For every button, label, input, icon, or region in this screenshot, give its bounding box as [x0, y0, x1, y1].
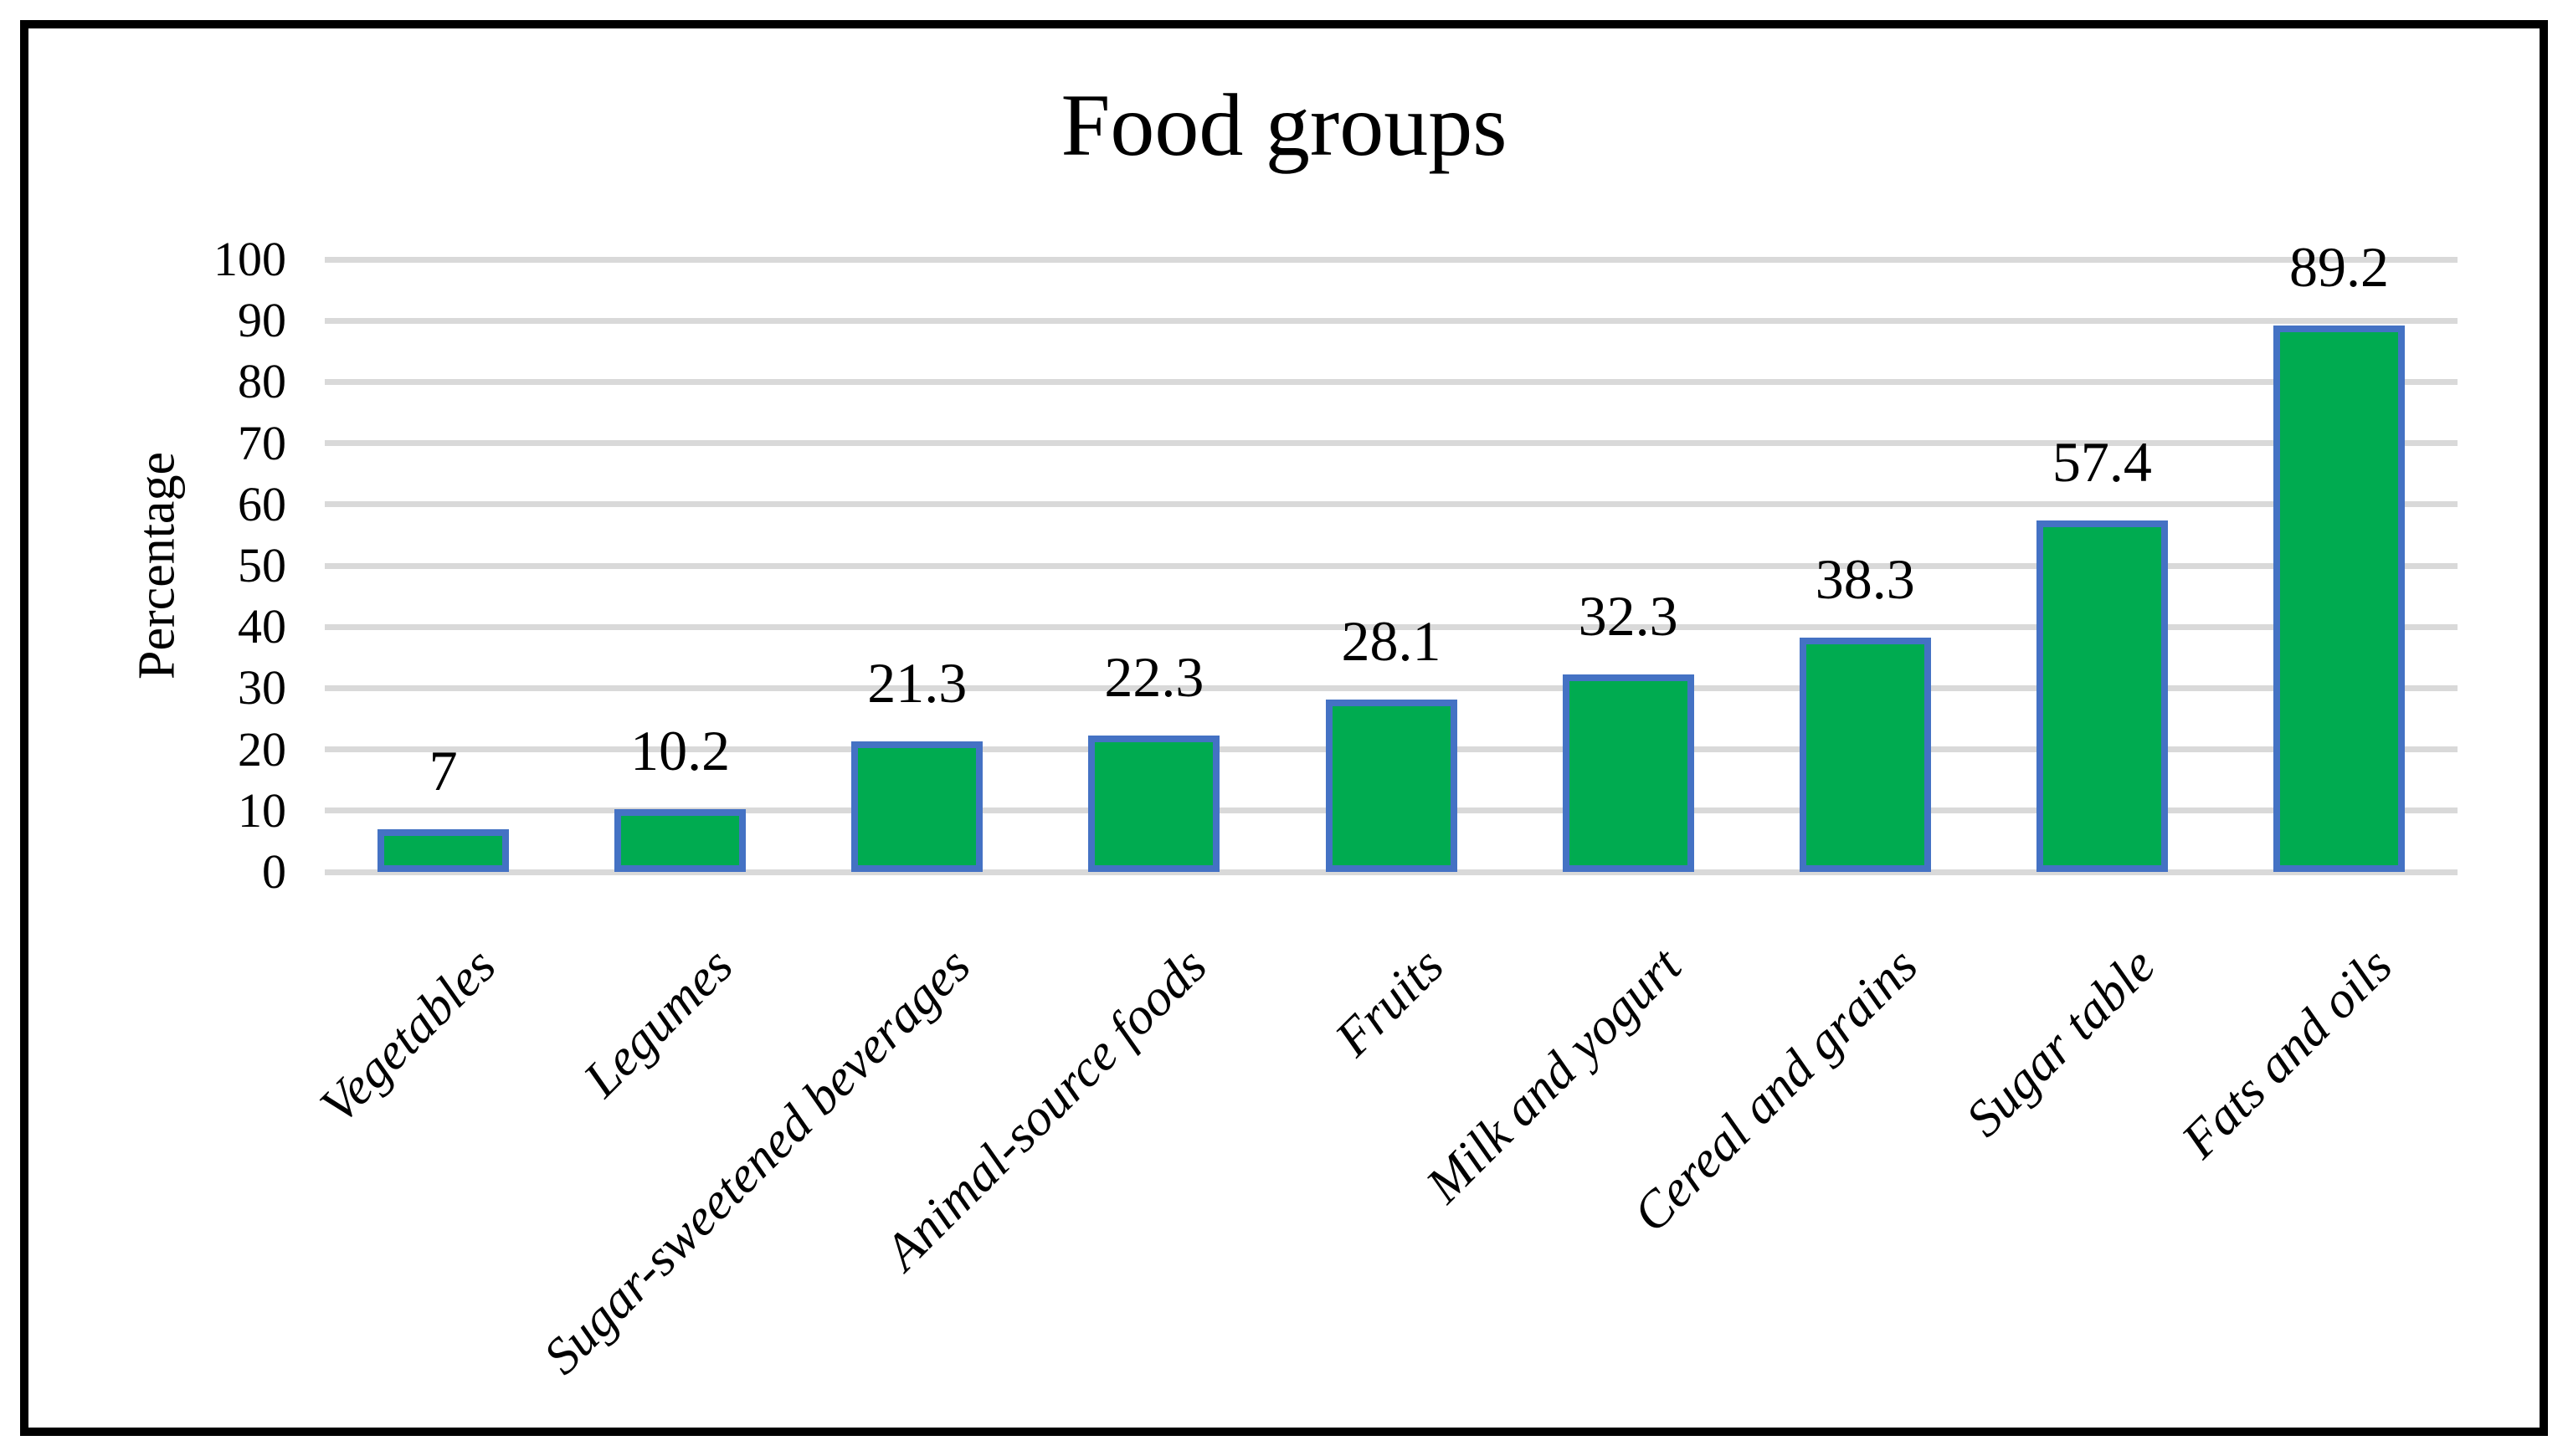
bar-value-label: 7: [429, 738, 458, 802]
gridline-50: [325, 562, 2458, 569]
bar-cereal-and-grains: [1799, 637, 1931, 872]
bar-value-label: 28.1: [1341, 609, 1441, 674]
gridline-100: [325, 256, 2458, 263]
chart-frame-border: [20, 20, 2548, 1436]
gridline-70: [325, 440, 2458, 447]
bar-sugar-table: [2036, 520, 2168, 872]
bar-value-label: 22.3: [1104, 644, 1204, 709]
y-tick-label-50: 50: [238, 538, 286, 592]
bar-animal-source-foods: [1088, 735, 1220, 872]
y-tick-label-20: 20: [238, 721, 286, 777]
bar-value-label: 57.4: [2052, 429, 2152, 494]
y-tick-label-90: 90: [238, 293, 286, 348]
y-tick-label-10: 10: [238, 782, 286, 838]
bar-value-label: 89.2: [2288, 235, 2389, 300]
bar-value-label: 38.3: [1815, 546, 1915, 611]
bar-fats-and-oils: [2273, 326, 2405, 872]
bar-value-label: 21.3: [867, 651, 968, 715]
gridline-80: [325, 378, 2458, 385]
plot-area: 7 10.2 21.3 22.3 28.1 32.3 38.3 57.4 89.2: [325, 238, 2458, 875]
bar-milk-and-yogurt: [1562, 674, 1694, 872]
y-tick-label-60: 60: [238, 476, 286, 531]
y-tick-label-70: 70: [238, 415, 286, 470]
gridline-90: [325, 317, 2458, 324]
gridline-30: [325, 684, 2458, 691]
chart-title: Food groups: [1061, 76, 1507, 174]
gridline-0: [325, 869, 2458, 875]
bar-value-label: 10.2: [630, 719, 731, 783]
y-tick-label-100: 100: [213, 232, 286, 286]
y-tick-label-80: 80: [238, 354, 286, 409]
bar-vegetables: [377, 828, 510, 872]
y-tick-label-30: 30: [238, 660, 286, 715]
bar-legumes: [614, 809, 747, 872]
y-tick-label-40: 40: [238, 599, 286, 654]
bar-sugar-sweetened-beverages: [851, 741, 984, 872]
bar-fruits: [1325, 700, 1457, 872]
bar-value-label: 32.3: [1578, 583, 1678, 648]
gridline-60: [325, 501, 2458, 508]
gridline-40: [325, 623, 2458, 630]
y-tick-label-0: 0: [262, 844, 286, 899]
